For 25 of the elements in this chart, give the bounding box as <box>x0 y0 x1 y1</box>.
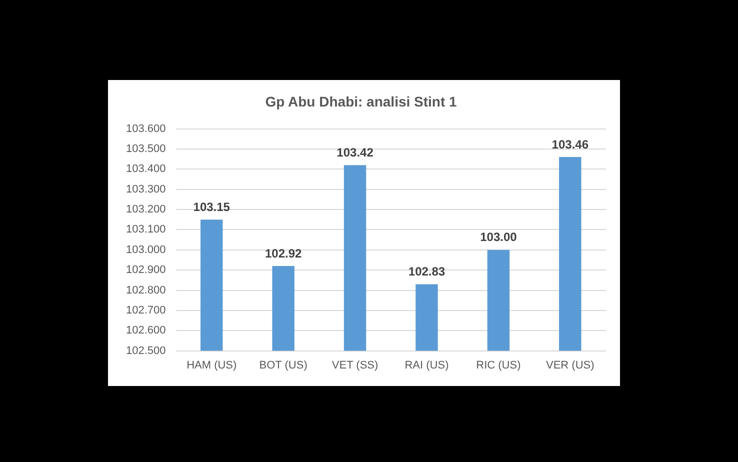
y-tick-label: 103.500 <box>126 143 166 156</box>
y-tick-label: 102.500 <box>126 344 166 357</box>
x-tick-label: VER (US) <box>546 359 594 372</box>
x-tick-label: BOT (US) <box>259 359 308 372</box>
data-label: 103.00 <box>480 230 518 244</box>
y-tick-label: 103.600 <box>126 122 166 135</box>
y-tick-label: 103.300 <box>126 183 166 196</box>
y-tick-label: 103.100 <box>126 224 166 236</box>
y-tick-label: 102.900 <box>126 264 166 276</box>
chart-title: Gp Abu Dhabi: analisi Stint 1 <box>265 93 458 110</box>
y-tick-label: 102.800 <box>126 284 166 296</box>
x-tick-label: RIC (US) <box>476 359 521 372</box>
data-label: 103.15 <box>193 200 230 214</box>
data-label: 102.83 <box>408 264 446 279</box>
y-tick-label: 103.200 <box>126 204 166 216</box>
y-tick-label: 102.600 <box>126 324 166 337</box>
x-tick-label: VET (SS) <box>332 359 378 372</box>
data-label: 103.46 <box>552 137 589 152</box>
y-tick-label: 103.000 <box>126 244 166 256</box>
data-label: 103.42 <box>336 145 374 160</box>
data-label: 102.92 <box>264 246 302 260</box>
x-tick-label: HAM (US) <box>186 359 237 372</box>
y-tick-label: 102.700 <box>126 304 166 316</box>
x-tick-label: RAI (US) <box>404 359 449 372</box>
y-tick-label: 103.400 <box>126 163 166 176</box>
